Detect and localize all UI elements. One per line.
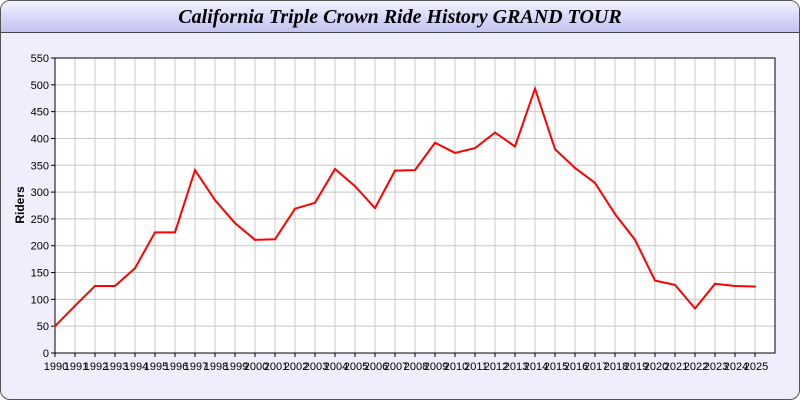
x-tick-label: 2015: [544, 361, 568, 373]
x-tick-label: 2020: [644, 361, 668, 373]
data-point: [354, 185, 356, 188]
title-bar: California Triple Crown Ride History GRA…: [1, 1, 799, 33]
x-tick-label: 2024: [724, 361, 748, 373]
x-tick-label: 2005: [344, 361, 368, 373]
plot-border: [54, 57, 776, 354]
data-point: [614, 213, 616, 216]
data-point: [234, 222, 236, 225]
x-tick-label: 1990: [44, 361, 68, 373]
data-point: [754, 285, 756, 288]
x-tick-label: 1998: [204, 361, 228, 373]
data-point: [554, 148, 556, 151]
data-point: [334, 168, 336, 171]
data-point: [734, 284, 736, 287]
data-point: [414, 169, 416, 172]
x-tick-label: 2011: [464, 361, 488, 373]
x-tick-label: 2002: [284, 361, 308, 373]
x-tick-label: 1999: [224, 361, 248, 373]
data-point: [514, 145, 516, 148]
y-tick-label: 200: [31, 241, 49, 253]
x-tick-label: 2021: [664, 361, 688, 373]
x-tick-label: 2012: [484, 361, 508, 373]
data-point: [474, 147, 476, 150]
data-point: [674, 283, 676, 286]
data-point: [274, 238, 276, 241]
data-point: [694, 307, 696, 310]
y-tick-label: 0: [43, 348, 49, 360]
y-tick-label: 100: [31, 294, 49, 306]
x-tick-label: 2004: [324, 361, 348, 373]
y-axis-label: Riders: [13, 186, 27, 224]
data-point: [174, 231, 176, 234]
y-tick-label: 350: [31, 160, 49, 172]
x-tick-label: 2009: [424, 361, 448, 373]
data-point: [254, 238, 256, 241]
x-tick-label: 1992: [84, 361, 108, 373]
y-tick-label: 500: [31, 80, 49, 92]
x-tick-label: 1997: [184, 361, 208, 373]
data-point: [134, 267, 136, 270]
y-tick-label: 50: [37, 321, 49, 333]
x-tick-label: 2019: [624, 361, 648, 373]
x-tick-label: 2023: [704, 361, 728, 373]
data-point: [214, 199, 216, 202]
y-tick-label: 450: [31, 107, 49, 119]
x-tick-label: 1994: [124, 361, 148, 373]
data-point: [114, 284, 116, 287]
x-tick-label: 2000: [244, 361, 268, 373]
data-point: [54, 325, 56, 328]
x-tick-label: 2013: [504, 361, 528, 373]
data-point: [154, 231, 156, 234]
y-tick-label: 150: [31, 268, 49, 280]
y-tick-label: 300: [31, 187, 49, 199]
data-point: [534, 87, 536, 90]
data-point: [94, 284, 96, 287]
data-point: [634, 238, 636, 241]
x-tick-label: 2022: [684, 361, 708, 373]
data-point: [574, 166, 576, 169]
x-tick-label: 1995: [144, 361, 168, 373]
y-tick-label: 550: [31, 53, 49, 65]
x-tick-label: 2016: [564, 361, 588, 373]
x-tick-label: 2003: [304, 361, 328, 373]
series-line: [54, 85, 756, 327]
y-tick-label: 250: [31, 214, 49, 226]
x-tick-label: 1996: [164, 361, 188, 373]
x-tick-label: 1991: [64, 361, 88, 373]
data-point: [434, 141, 436, 144]
chart-title: California Triple Crown Ride History GRA…: [178, 6, 622, 28]
data-point: [374, 207, 376, 210]
x-tick-label: 2008: [404, 361, 428, 373]
x-tick-label: 2025: [744, 361, 768, 373]
x-tick-label: 2014: [524, 361, 548, 373]
data-point: [714, 282, 716, 285]
data-point: [294, 207, 296, 210]
data-point: [594, 181, 596, 184]
data-point: [394, 169, 396, 172]
data-point: [494, 131, 496, 134]
x-tick-label: 2007: [384, 361, 408, 373]
x-tick-label: 2001: [264, 361, 288, 373]
x-tick-label: 2018: [604, 361, 628, 373]
x-tick-label: 1993: [104, 361, 128, 373]
data-point: [314, 201, 316, 204]
data-point: [654, 279, 656, 282]
y-tick-label: 400: [31, 133, 49, 145]
x-tick-label: 2006: [364, 361, 388, 373]
data-point: [454, 151, 456, 154]
x-tick-label: 2017: [584, 361, 608, 373]
data-point: [74, 304, 76, 307]
x-tick-label: 2010: [444, 361, 468, 373]
data-point: [194, 169, 196, 172]
